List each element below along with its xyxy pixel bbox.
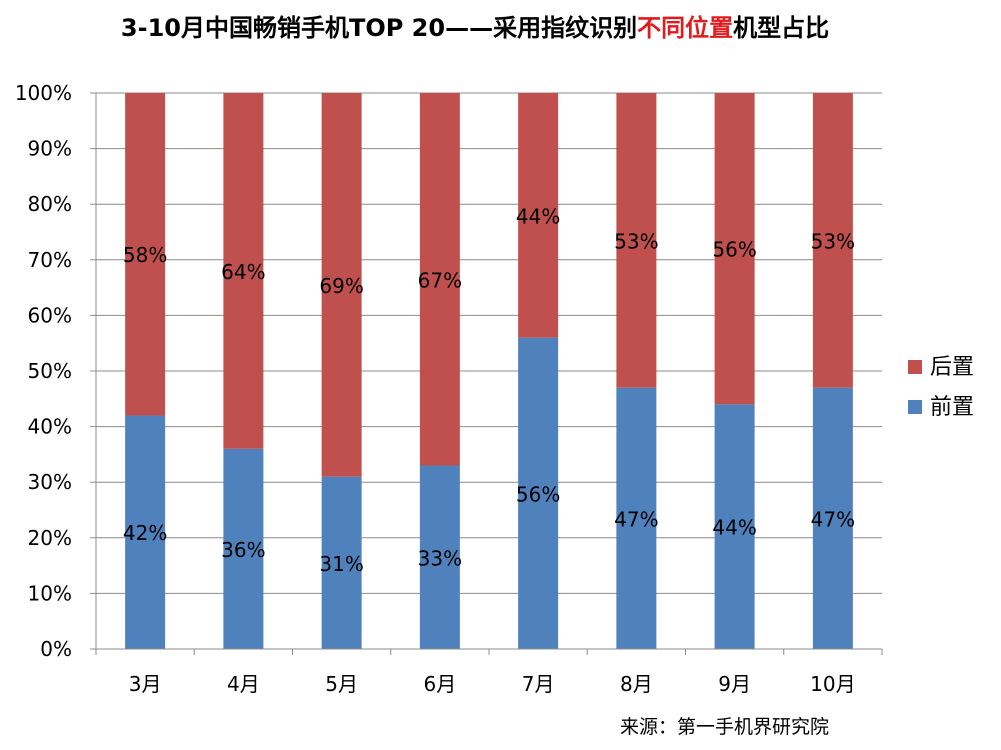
y-tick-label: 20% bbox=[28, 526, 72, 550]
bar-segment bbox=[419, 465, 460, 649]
legend-swatch bbox=[908, 360, 922, 374]
x-tick-label: 8月 bbox=[620, 672, 653, 696]
bar-segment bbox=[714, 404, 755, 649]
data-label: 44% bbox=[516, 204, 560, 228]
y-tick-label: 50% bbox=[28, 359, 72, 383]
x-tick-label: 9月 bbox=[718, 672, 751, 696]
data-label: 47% bbox=[811, 507, 855, 531]
chart-title-part: 3-10月中国畅销手机TOP 20——采用指纹识别 bbox=[120, 14, 638, 42]
x-tick-label: 4月 bbox=[227, 672, 260, 696]
x-tick-label: 6月 bbox=[424, 672, 457, 696]
y-tick-label: 80% bbox=[28, 192, 72, 216]
bar-segment bbox=[518, 337, 559, 649]
data-label: 47% bbox=[614, 507, 658, 531]
gridlines bbox=[96, 92, 882, 594]
source-note: 来源：第一手机界研究院 bbox=[620, 716, 830, 738]
legend-label: 后置 bbox=[930, 355, 974, 380]
bars bbox=[125, 93, 853, 649]
data-label: 53% bbox=[811, 229, 855, 253]
legend-label: 前置 bbox=[930, 395, 974, 420]
bar-segment bbox=[518, 93, 559, 338]
bar-segment bbox=[125, 93, 166, 416]
y-tick-label: 0% bbox=[40, 637, 72, 661]
bar-segment bbox=[125, 415, 166, 649]
bar-segment bbox=[616, 387, 657, 649]
y-tick-label: 40% bbox=[28, 415, 72, 439]
x-tick-label: 7月 bbox=[522, 672, 555, 696]
bar-segment bbox=[616, 93, 657, 388]
y-tick-label: 10% bbox=[28, 581, 72, 605]
bar-segment bbox=[321, 93, 362, 477]
data-labels: 42% 58% 36% 64% 31% 69% 33% 67% 56% 44% 47% 53% 44% 5… bbox=[123, 204, 855, 576]
axes: 0% 10% 20% 30% 40% 50% 60% 70% 80% 90% 100% 3月 4月 5月 6… bbox=[15, 81, 883, 696]
bar-segment bbox=[812, 93, 853, 388]
y-tick-label: 60% bbox=[28, 303, 72, 327]
x-tick-label: 10月 bbox=[810, 672, 855, 696]
data-label: 53% bbox=[614, 229, 658, 253]
chart-title-part: 不同位置 bbox=[637, 14, 734, 42]
data-label: 58% bbox=[123, 243, 167, 267]
bar-segment bbox=[223, 93, 264, 449]
legend-swatch bbox=[908, 400, 922, 414]
y-tick-label: 70% bbox=[28, 248, 72, 272]
data-label: 42% bbox=[123, 521, 167, 545]
bar-segment bbox=[321, 476, 362, 649]
bar-segment bbox=[812, 387, 853, 649]
data-label: 33% bbox=[418, 546, 462, 570]
data-label: 64% bbox=[221, 260, 265, 284]
y-tick-label: 30% bbox=[28, 470, 72, 494]
bar-segment bbox=[223, 448, 264, 649]
data-label: 44% bbox=[712, 516, 756, 540]
data-label: 56% bbox=[516, 482, 560, 506]
bar-segment bbox=[419, 93, 460, 466]
bar-segment bbox=[714, 93, 755, 405]
data-label: 56% bbox=[712, 238, 756, 262]
chart-title: 3-10月中国畅销手机TOP 20——采用指纹识别不同位置机型占比 bbox=[0, 8, 950, 43]
data-label: 36% bbox=[221, 538, 265, 562]
x-tick-label: 5月 bbox=[325, 672, 358, 696]
y-tick-label: 90% bbox=[28, 137, 72, 161]
x-tick-label: 3月 bbox=[129, 672, 162, 696]
chart-title-part: 机型占比 bbox=[733, 14, 830, 42]
data-label: 31% bbox=[319, 552, 363, 576]
data-label: 69% bbox=[319, 274, 363, 298]
data-label: 67% bbox=[418, 268, 462, 292]
y-tick-label: 100% bbox=[15, 81, 72, 105]
